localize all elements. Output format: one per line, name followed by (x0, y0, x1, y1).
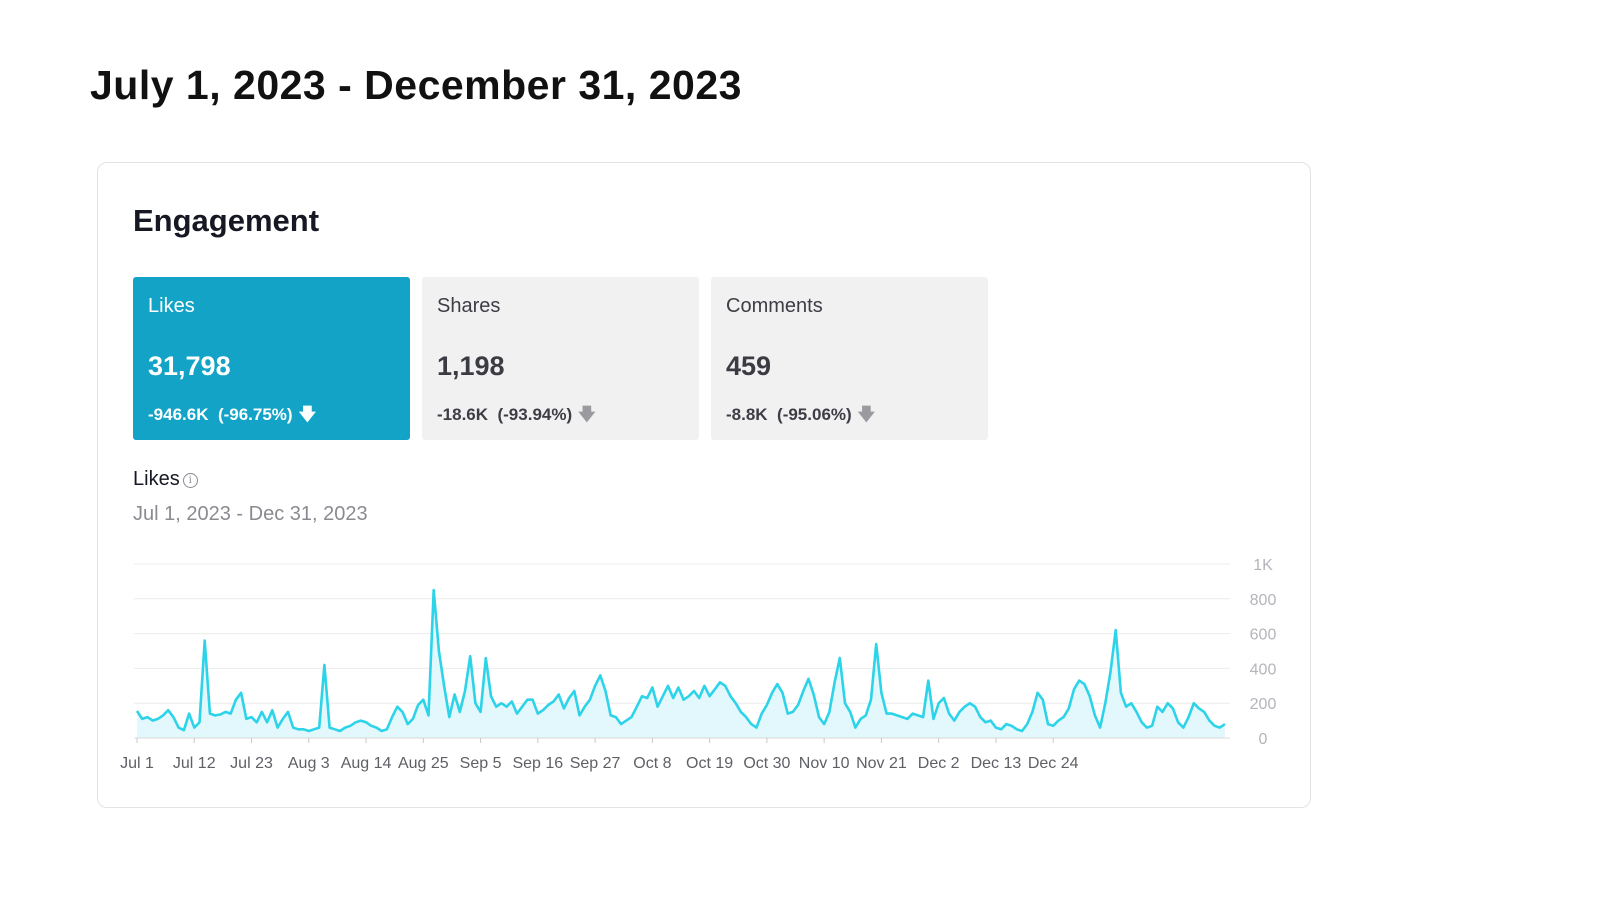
metric-label: Likes (148, 295, 195, 317)
y-tick-label: 800 (1250, 592, 1277, 609)
metric-change: -18.6K (-93.94%) 🡇 (437, 402, 596, 431)
y-tick-label: 200 (1250, 696, 1277, 713)
x-tick-label: Sep 5 (460, 755, 502, 772)
x-tick-label: Dec 13 (971, 755, 1022, 772)
chart-label: Likes i (133, 468, 198, 491)
metric-label: Comments (726, 295, 823, 317)
x-tick-label: Sep 27 (570, 755, 621, 772)
x-tick-label: Oct 8 (633, 755, 671, 772)
metric-change-percent: (-95.06%) (777, 405, 852, 424)
y-tick-label: 600 (1250, 627, 1277, 644)
metric-change-percent: (-93.94%) (497, 405, 573, 424)
x-tick-label: Aug 14 (341, 755, 392, 772)
x-tick-label: Nov 10 (799, 755, 850, 772)
engagement-card: Engagement Likes 31,798 -946.6K (-96.75%… (97, 162, 1311, 808)
metric-change-amount: -946.6K (148, 405, 209, 424)
metric-label: Shares (437, 295, 501, 317)
metric-change-percent: (-96.75%) (217, 405, 293, 424)
down-arrow-icon: 🡇 (578, 405, 596, 424)
metric-change-amount: -18.6K (437, 405, 489, 424)
page-title: July 1, 2023 - December 31, 2023 (90, 62, 742, 108)
series-line (135, 588, 1226, 733)
metric-tile-shares[interactable]: Shares 1,198 -18.6K (-93.94%) 🡇 (422, 277, 699, 440)
x-tick-label: Aug 25 (398, 755, 449, 772)
x-tick-label: Oct 19 (686, 755, 733, 772)
x-tick-label: Dec 2 (918, 755, 960, 772)
chart-label-text: Likes (133, 468, 180, 490)
x-tick-label: Jul 23 (230, 755, 273, 772)
chart-date-range: Jul 1, 2023 - Dec 31, 2023 (133, 503, 368, 525)
x-tick-label: Jul 12 (173, 755, 216, 772)
x-tick-label: Jul 1 (120, 755, 154, 772)
metric-value: 459 (726, 351, 772, 381)
down-arrow-icon: 🡇 (857, 405, 876, 424)
metric-change-amount: -8.8K (726, 405, 768, 424)
metric-change: -8.8K (-95.06%) 🡇 (726, 402, 875, 431)
metric-value: 31,798 (148, 351, 231, 381)
y-tick-label: 400 (1250, 661, 1277, 678)
metric-change: -946.6K (-96.75%) 🡇 (148, 402, 316, 431)
down-arrow-icon: 🡇 (298, 405, 317, 424)
y-tick-label: 1K (1253, 557, 1273, 574)
card-title: Engagement (133, 203, 320, 238)
x-tick-label: Dec 24 (1028, 755, 1079, 772)
metric-value: 1,198 (437, 351, 505, 381)
x-tick-label: Nov 21 (856, 755, 907, 772)
metric-tile-likes[interactable]: Likes 31,798 -946.6K (-96.75%) 🡇 (133, 277, 410, 440)
x-tick-label: Oct 30 (743, 755, 790, 772)
series-area (137, 590, 1225, 738)
x-tick-label: Aug 3 (288, 755, 330, 772)
info-icon[interactable]: i (182, 473, 198, 488)
y-tick-label: 0 (1259, 731, 1268, 748)
x-tick-label: Sep 16 (512, 755, 563, 772)
metric-tile-comments[interactable]: Comments 459 -8.8K (-95.06%) 🡇 (711, 277, 988, 440)
